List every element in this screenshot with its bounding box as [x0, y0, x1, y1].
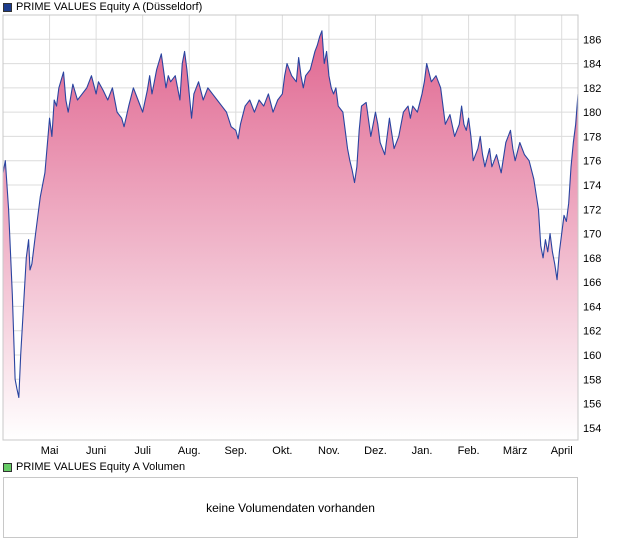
price-legend-swatch [3, 2, 12, 12]
x-tick-label: Mai [41, 445, 59, 457]
y-tick-label: 166 [583, 277, 601, 289]
x-tick-label: Dez. [364, 445, 387, 457]
x-tick-label: Okt. [272, 445, 292, 457]
no-volume-data-message: keine Volumendaten vorhanden [206, 500, 375, 515]
price-chart: 154 156 158 160 162 164 166 168 170 172 174 176 178 1… [2, 14, 601, 457]
y-tick-label: 186 [583, 34, 601, 46]
x-tick-label: Feb. [458, 445, 480, 457]
price-line [2, 30, 579, 399]
x-tick-label: Juni [86, 445, 106, 457]
y-tick-label: 158 [583, 374, 601, 386]
x-tick-label: Nov. [318, 445, 340, 457]
y-tick-label: 154 [583, 423, 601, 435]
x-tick-label: Sep. [224, 445, 247, 457]
y-tick-label: 156 [583, 399, 601, 411]
y-tick-label: 172 [583, 204, 601, 216]
x-tick-label: Juli [134, 445, 151, 457]
x-tick-label: Aug. [178, 445, 201, 457]
y-tick-label: 176 [583, 156, 601, 168]
x-tick-label: April [551, 445, 573, 457]
volume-legend: PRIME VALUES Equity A Volumen [3, 460, 185, 474]
y-tick-label: 160 [583, 350, 601, 362]
price-area [3, 30, 578, 440]
volume-legend-swatch [3, 462, 12, 472]
volume-legend-label: PRIME VALUES Equity A Volumen [16, 461, 186, 473]
y-tick-label: 162 [583, 326, 601, 338]
y-tick-label: 180 [583, 107, 601, 119]
y-tick-label: 182 [583, 83, 601, 95]
plot-frame-border [2, 14, 579, 441]
y-tick-label: 184 [583, 59, 601, 71]
price-legend: PRIME VALUES Equity A (Düsseldorf) [3, 0, 202, 14]
y-tick-label: 164 [583, 301, 601, 313]
y-tick-label: 168 [583, 253, 601, 265]
y-tick-label: 178 [583, 131, 601, 143]
y-tick-label: 174 [583, 180, 601, 192]
x-tick-label: März [503, 445, 527, 457]
x-tick-label: Jan. [412, 445, 433, 457]
volume-panel: keine Volumendaten vorhanden [3, 477, 578, 538]
y-tick-label: 170 [583, 229, 601, 241]
price-legend-label: PRIME VALUES Equity A (Düsseldorf) [16, 1, 203, 13]
